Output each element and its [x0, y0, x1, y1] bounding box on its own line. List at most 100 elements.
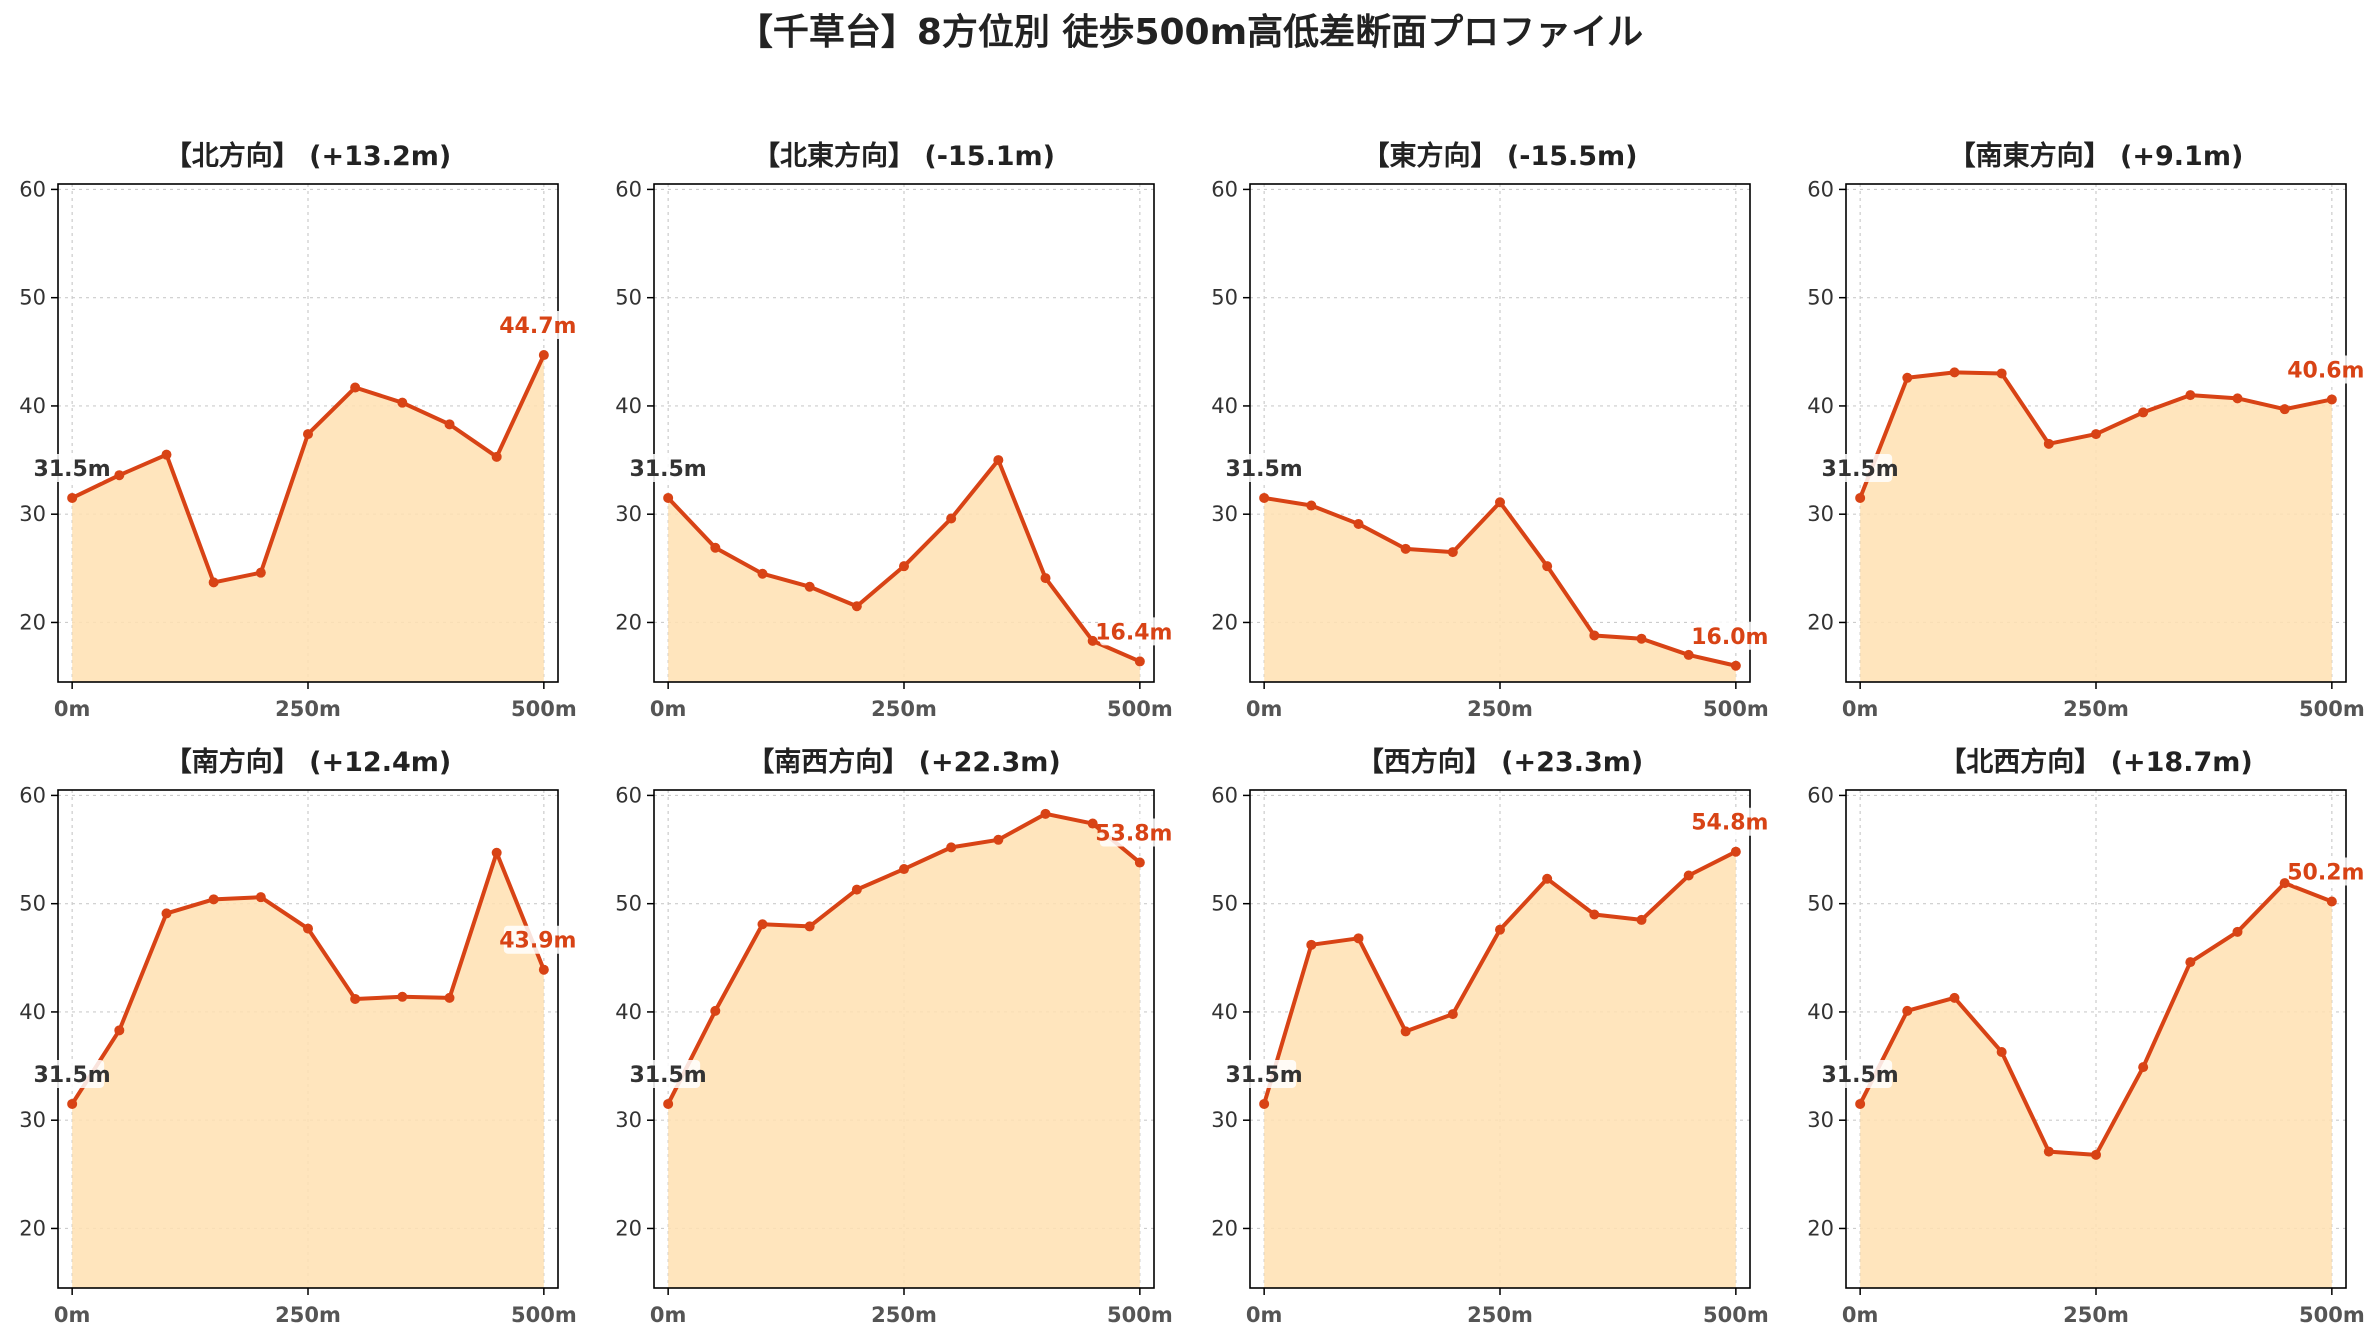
y-tick-label: 30 [19, 1108, 46, 1132]
data-point [2185, 390, 2196, 401]
data-point [899, 864, 909, 875]
end-elevation-label: 54.8m [1691, 811, 1768, 836]
y-tick-label: 20 [19, 1216, 46, 1240]
elevation-area [72, 355, 544, 682]
end-elevation-label: 43.9m [499, 929, 576, 954]
x-tick-label: 250m [275, 697, 341, 721]
data-point [2138, 1062, 2149, 1073]
data-point [2091, 429, 2101, 440]
end-elevation-label: 50.2m [2287, 861, 2364, 886]
y-tick-label: 60 [615, 177, 642, 201]
start-elevation-label: 31.5m [1822, 1063, 1899, 1088]
end-label-box [1695, 807, 1764, 836]
data-point [491, 847, 502, 858]
data-point [444, 419, 455, 430]
data-point [114, 470, 125, 481]
y-tick-label: 30 [1807, 502, 1834, 526]
data-point [1902, 1005, 1913, 1016]
y-tick-label: 60 [19, 177, 46, 201]
y-tick-label: 40 [615, 1000, 642, 1024]
data-point [2185, 957, 2196, 968]
x-tick-label: 500m [511, 1303, 577, 1327]
end-elevation-label: 16.0m [1691, 625, 1768, 650]
y-tick-label: 50 [1807, 892, 1834, 916]
data-point [1306, 939, 1317, 950]
start-elevation-label: 31.5m [1226, 457, 1303, 482]
data-point [350, 382, 361, 393]
end-elevation-label: 44.7m [499, 314, 576, 339]
panel-title: 【南東方向】 (+9.1m) [1949, 140, 2244, 172]
panel-title: 【西方向】 (+23.3m) [1357, 746, 1643, 778]
y-tick-label: 20 [615, 1216, 642, 1240]
elevation-area [72, 852, 544, 1288]
data-point [899, 561, 909, 572]
data-point [350, 993, 361, 1004]
data-point [851, 884, 862, 895]
data-point [114, 1025, 125, 1036]
data-point [444, 992, 455, 1003]
data-point [757, 919, 768, 930]
chart-panel: 【東方向】 (-15.5m) 20 30 40 50 60 0m 250m 500m 31.5m 1… [1211, 140, 1768, 721]
x-tick-label: 250m [1467, 1303, 1533, 1327]
data-point [1636, 914, 1647, 925]
y-tick-label: 20 [1211, 1216, 1238, 1240]
data-point [1855, 1098, 1866, 1109]
data-point [710, 542, 721, 553]
x-tick-label: 250m [2063, 697, 2129, 721]
data-point [993, 455, 1004, 466]
x-tick-label: 250m [275, 1303, 341, 1327]
data-point [710, 1005, 721, 1016]
data-point [946, 513, 957, 524]
data-point [1259, 492, 1270, 503]
data-point [2091, 1149, 2101, 1160]
start-label-box [636, 1059, 701, 1088]
data-point [1589, 909, 1600, 920]
data-point [1855, 492, 1866, 503]
x-tick-label: 250m [871, 697, 937, 721]
x-tick-label: 250m [2063, 1303, 2129, 1327]
x-tick-label: 0m [650, 697, 687, 721]
data-point [255, 567, 266, 578]
data-point [1996, 1046, 2007, 1057]
start-elevation-label: 31.5m [630, 1063, 707, 1088]
end-elevation-label: 40.6m [2287, 358, 2364, 383]
data-point [851, 601, 862, 612]
data-point [663, 492, 674, 503]
y-tick-label: 20 [1211, 610, 1238, 634]
y-tick-label: 50 [19, 892, 46, 916]
data-point [2232, 926, 2243, 937]
x-tick-label: 0m [54, 697, 91, 721]
data-point [1306, 500, 1317, 511]
data-point [1087, 635, 1098, 646]
chart-panel: 【北東方向】 (-15.1m) 20 30 40 50 60 0m 250m 500m 31.5m… [615, 140, 1172, 721]
y-tick-label: 50 [19, 286, 46, 310]
data-point [804, 581, 815, 592]
y-tick-label: 30 [1211, 502, 1238, 526]
chart-panel: 【西方向】 (+23.3m) 20 30 40 50 60 0m 250m 500m 31.5m 5… [1211, 746, 1768, 1327]
y-tick-label: 40 [615, 394, 642, 418]
y-tick-label: 40 [1211, 394, 1238, 418]
data-point [1495, 924, 1505, 935]
y-tick-label: 40 [1807, 394, 1834, 418]
chart-panel: 【南方向】 (+12.4m) 20 30 40 50 60 0m 250m 500m 31.5m 4… [19, 746, 576, 1327]
x-tick-label: 500m [1703, 697, 1769, 721]
panel-title: 【南方向】 (+12.4m) [165, 746, 451, 778]
end-label-box [2291, 355, 2360, 384]
data-point [2043, 1146, 2054, 1157]
data-point [538, 964, 549, 975]
data-point [1040, 573, 1051, 584]
y-tick-label: 50 [1211, 892, 1238, 916]
y-tick-label: 40 [19, 1000, 46, 1024]
y-tick-label: 30 [19, 502, 46, 526]
data-point [1949, 992, 1960, 1003]
y-tick-label: 60 [1211, 177, 1238, 201]
panel-title: 【北東方向】 (-15.1m) [753, 140, 1055, 172]
data-point [2326, 896, 2337, 907]
end-label-box [2291, 857, 2360, 886]
data-point [538, 350, 549, 361]
data-point [1730, 660, 1741, 671]
data-point [1730, 846, 1741, 857]
x-tick-label: 0m [1246, 697, 1283, 721]
data-point [1636, 633, 1647, 644]
